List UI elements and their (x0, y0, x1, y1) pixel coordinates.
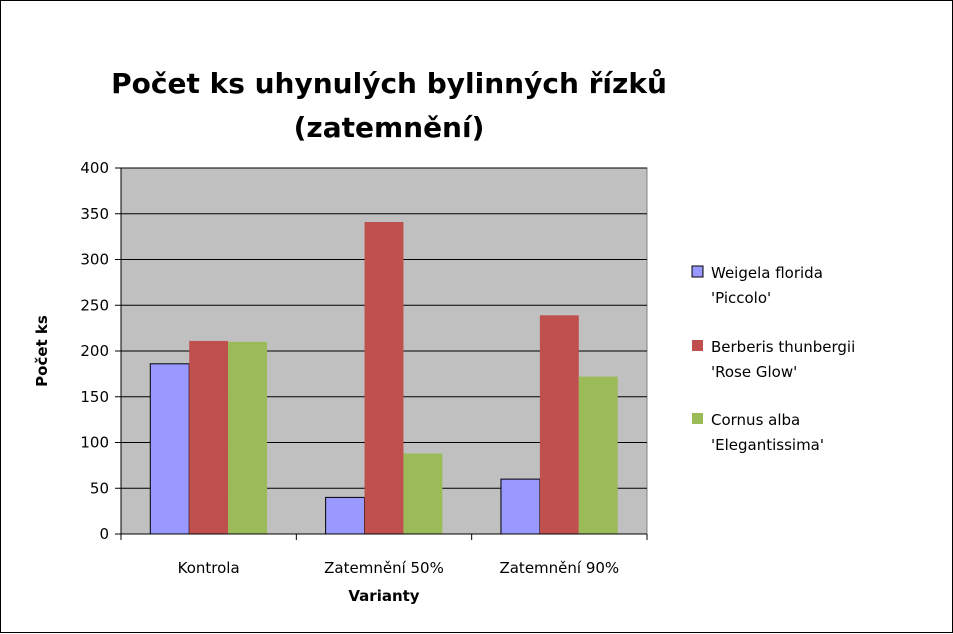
legend: Weigela florida 'Piccolo' Berberis thunber… (691, 264, 855, 454)
y-tick-label: 300 (80, 251, 109, 269)
y-tick-label: 200 (80, 342, 109, 360)
y-tick-label: 50 (90, 479, 109, 497)
legend-label-3: Cornus alba (711, 411, 800, 429)
y-tick-label: 350 (80, 205, 109, 223)
x-tick-label: Zatemnění 50% (324, 559, 444, 577)
bar-series-2-category-1 (189, 340, 229, 534)
x-tick-label: Zatemnění 90% (499, 559, 619, 577)
bar-series-2-category-3 (539, 315, 579, 534)
y-axis-ticks: 0 50 100 150 200 250 300 350 400 (80, 159, 121, 543)
y-tick-label: 0 (99, 525, 109, 543)
chart-title-line-1: Počet ks uhynulých bylinných řízků (111, 67, 667, 100)
x-axis-title: Varianty (348, 587, 419, 605)
legend-swatch-3 (692, 413, 703, 424)
legend-label-1: Weigela florida (711, 264, 823, 282)
bar-series-3-category-3 (578, 376, 618, 534)
legend-swatch-2 (692, 340, 703, 351)
legend-label-2: Berberis thunbergii (711, 338, 855, 356)
y-tick-label: 100 (80, 434, 109, 452)
y-tick-label: 150 (80, 388, 109, 406)
legend-label-2: 'Rose Glow' (711, 363, 797, 381)
bar-series-3-category-2 (403, 453, 443, 534)
legend-label-1: 'Piccolo' (711, 289, 771, 307)
x-axis: Kontrola Zatemnění 50% Zatemnění 90% (120, 168, 648, 577)
chart-title-line-2: (zatemnění) (294, 111, 485, 144)
x-tick-label: Kontrola (178, 559, 240, 577)
y-tick-label: 250 (80, 296, 109, 314)
bar-series-1-category-3 (500, 478, 541, 535)
y-axis-title: Počet ks (33, 315, 51, 387)
bar-series-3-category-1 (228, 341, 268, 534)
bars (149, 221, 618, 535)
legend-label-3: 'Elegantissima' (711, 436, 824, 454)
bar-series-2-category-2 (364, 221, 404, 535)
bar-series-1-category-1 (149, 363, 190, 535)
y-tick-label: 400 (80, 159, 109, 177)
bar-series-1-category-2 (325, 496, 366, 535)
legend-swatch-1 (691, 265, 704, 278)
